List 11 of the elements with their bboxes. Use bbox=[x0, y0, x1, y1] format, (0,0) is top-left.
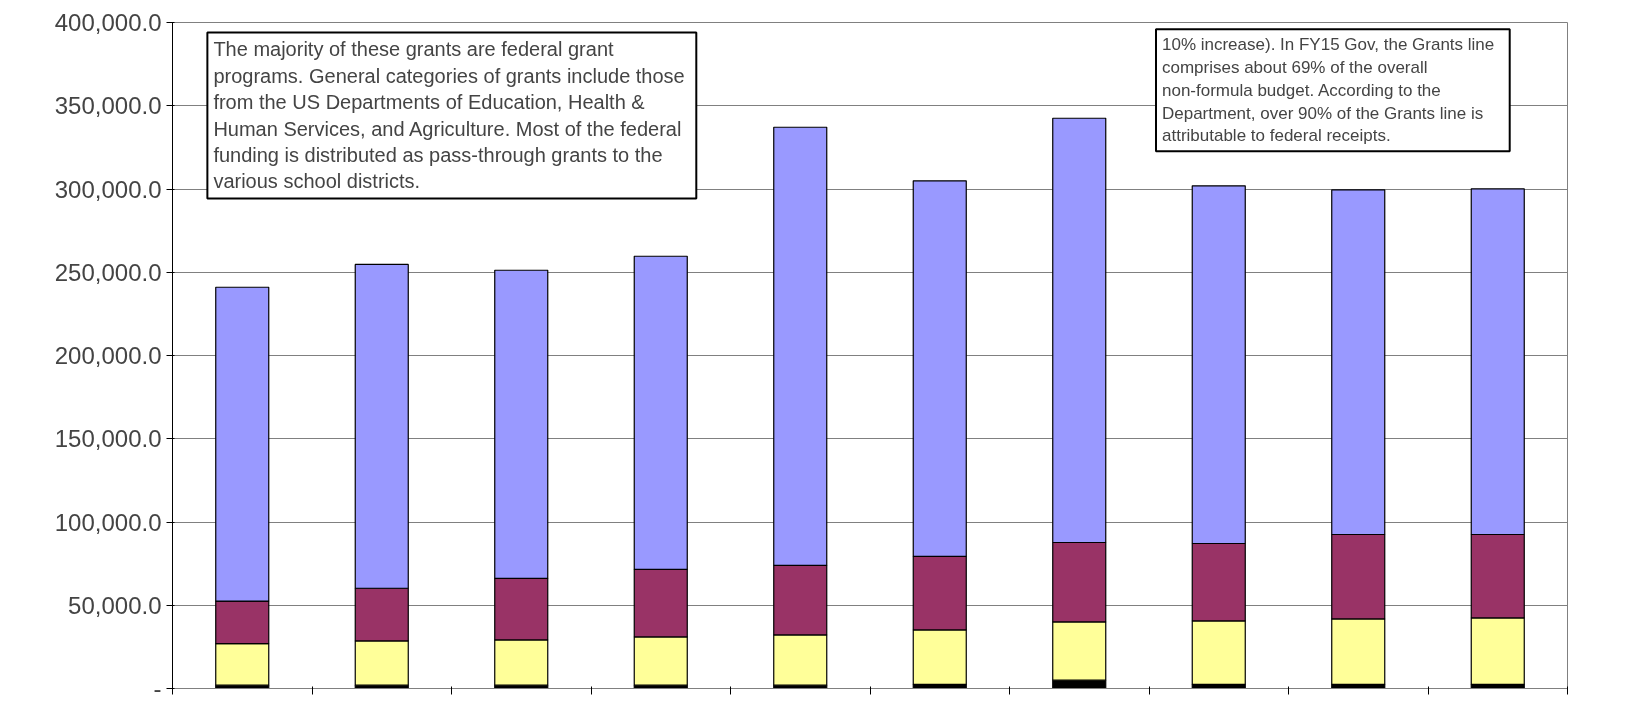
y-tick-label: 150,000.0 bbox=[54, 425, 162, 453]
y-tick-label: 400,000.0 bbox=[54, 9, 162, 36]
y-tick-label: 250,000.0 bbox=[54, 258, 162, 286]
y-tick-label: 350,000.0 bbox=[54, 92, 162, 120]
y-tick-label: 300,000.0 bbox=[54, 175, 162, 203]
annotation: 10% increase). In FY15 Gov, the Grants line comprises about 69% of the overall non-formula budget. According to the Department, over 90% of the Grants line is attributable to federal receipts. bbox=[1161, 35, 1495, 146]
annotation: The majority of these grants are federal grant programs. General categories of grants include those from the US Departments of Education, Health & Human Services, and Agriculture. Most of the federal funding is distributed as pass-through grants to the various school districts. bbox=[213, 38, 685, 193]
y-tick-label: 200,000.0 bbox=[54, 342, 162, 369]
y-tick-label: - bbox=[153, 675, 162, 702]
y-tick-label: 100,000.0 bbox=[54, 508, 162, 536]
y-tick-label: 50,000.0 bbox=[68, 591, 162, 619]
